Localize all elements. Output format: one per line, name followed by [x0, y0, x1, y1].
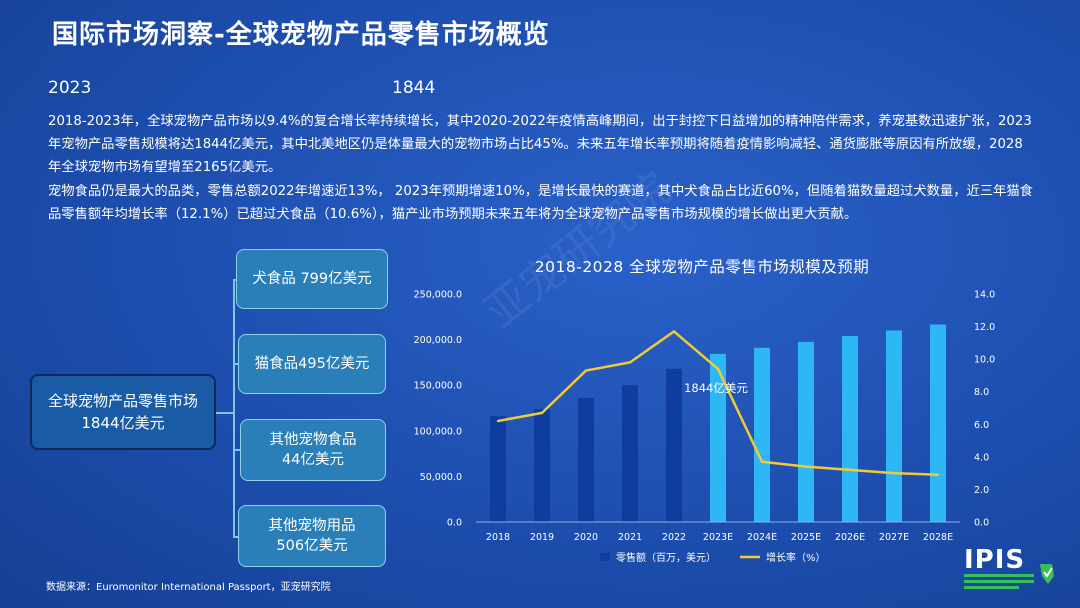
bar-2026E [842, 335, 858, 522]
tree-child-value: 506亿美元 [276, 538, 348, 554]
growth-point-2019 [540, 411, 544, 415]
ipis-logo: IPIS [964, 545, 1054, 589]
tree-child-dog-food: 犬食品 799亿美元 [236, 249, 388, 309]
tree-connector-2 [233, 363, 239, 365]
y-right-tick-label: 8.0 [974, 387, 989, 398]
tree-child-label: 其他宠物用品 [268, 518, 356, 534]
watermark-text: 亚宠研究院 [475, 163, 680, 339]
legend-label-sales: 零售额（百万，美元） [616, 551, 716, 564]
bar-2018 [490, 416, 506, 522]
tree-child-label: 犬食品 799亿美元 [252, 271, 372, 287]
x-tick-label: 2020 [574, 532, 598, 543]
x-tick-label: 2021 [618, 532, 642, 543]
bar-2028E [930, 324, 946, 522]
source-note: 数据来源：Euromonitor International Passport，… [46, 582, 331, 593]
y-left-tick-label: 100,000.0 [414, 426, 462, 437]
y-left-tick-label: 200,000.0 [414, 335, 462, 346]
growth-point-2020 [584, 369, 588, 372]
tree-root-line2: 1844亿美元 [81, 414, 165, 432]
page-title: 国际市场洞察-全球宠物产品零售市场概览 [52, 20, 550, 50]
headline-value: 1844 [392, 78, 436, 98]
paragraph-food: 宠物食品仍是最大的品类，零售总额2022年增速近13%， 2023年预期增速10… [48, 184, 1033, 222]
tree-connector-1 [233, 279, 237, 281]
tree-child-other-food: 其他宠物食品 44亿美元 [240, 419, 386, 481]
bar-2027E [886, 330, 902, 522]
x-tick-label: 2022 [662, 532, 686, 543]
bar-2021 [622, 385, 638, 522]
growth-point-2018 [496, 419, 500, 423]
bar-2020 [578, 397, 594, 522]
bar-2023E [710, 353, 726, 522]
x-tick-label: 2025E [791, 532, 821, 543]
growth-point-2021 [628, 361, 632, 364]
y-right-tick-label: 10.0 [974, 355, 995, 366]
x-tick-label: 2028E [923, 532, 953, 543]
tree-child-other-supplies: 其他宠物用品 506亿美元 [238, 505, 386, 567]
headline-year: 2023 [48, 78, 92, 98]
svg-text:IPIS: IPIS [964, 545, 1025, 575]
y-right-tick-label: 4.0 [974, 452, 989, 463]
annotation-label: 1844亿美元 [684, 381, 748, 395]
tree-child-label: 猫食品495亿美元 [254, 356, 370, 372]
tree-root-line1: 全球宠物产品零售市场 [47, 392, 198, 410]
growth-point-2024E [760, 460, 764, 463]
tree-connector-3 [233, 449, 241, 451]
x-tick-label: 2026E [835, 532, 865, 543]
y-left-tick-label: 250,000.0 [414, 290, 462, 301]
y-left-tick-label: 0.0 [447, 518, 462, 529]
tree-child-value: 44亿美元 [282, 452, 344, 468]
y-right-tick-label: 14.0 [974, 290, 995, 301]
growth-point-2027E [892, 471, 896, 475]
growth-point-2026E [848, 468, 852, 472]
bar-2024E [754, 347, 770, 522]
y-right-tick-label: 2.0 [974, 485, 989, 496]
tree-child-cat-food: 猫食品495亿美元 [238, 334, 386, 394]
bar-2022 [666, 368, 682, 522]
tree-connector-trunk [233, 279, 235, 537]
x-tick-label: 2019 [530, 532, 554, 543]
y-right-tick-label: 6.0 [974, 420, 989, 431]
tree-root-box: 全球宠物产品零售市场 1844亿美元 [30, 374, 216, 450]
tree-connector-4 [233, 536, 239, 538]
legend-swatch-sales [600, 553, 610, 561]
growth-point-2023E [716, 367, 720, 371]
y-right-tick-label: 0.0 [974, 518, 989, 529]
growth-point-2028E [936, 473, 940, 476]
tree-connector-root [215, 412, 234, 414]
paragraph-overview: 2018-2023年，全球宠物产品市场以9.4%的复合增长率持续增长，其中202… [48, 114, 1032, 175]
chart-title: 2018-2028 全球宠物产品零售市场规模及预期 [535, 258, 869, 276]
x-tick-label: 2027E [879, 532, 909, 543]
x-tick-label: 2023E [703, 532, 733, 543]
y-right-tick-label: 12.0 [974, 322, 995, 333]
y-left-tick-label: 150,000.0 [414, 381, 462, 392]
tree-child-label: 其他宠物食品 [269, 432, 357, 448]
growth-point-2022 [672, 330, 676, 333]
x-tick-label: 2018 [486, 532, 510, 543]
y-left-tick-label: 50,000.0 [420, 472, 462, 483]
x-tick-label: 2024E [747, 532, 777, 543]
legend-label-growth: 增长率（%） [766, 551, 826, 564]
bar-2025E [798, 341, 814, 522]
growth-point-2025E [804, 465, 808, 468]
bar-2019 [534, 408, 550, 522]
